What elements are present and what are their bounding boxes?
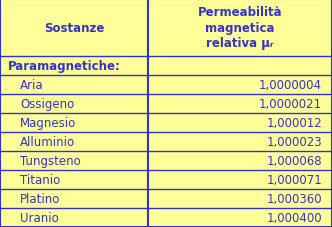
Text: Permeabilità
magnetica
relativa μᵣ: Permeabilità magnetica relativa μᵣ	[198, 7, 282, 50]
Text: 1,000071: 1,000071	[266, 173, 322, 186]
Text: 1,000023: 1,000023	[266, 135, 322, 148]
Text: 1,000400: 1,000400	[266, 211, 322, 224]
Text: 1,000012: 1,000012	[266, 116, 322, 129]
Text: Platino: Platino	[20, 192, 60, 205]
Text: 1,0000004: 1,0000004	[259, 79, 322, 92]
Text: Titanio: Titanio	[20, 173, 60, 186]
Text: 1,000068: 1,000068	[266, 154, 322, 167]
Text: Uranio: Uranio	[20, 211, 59, 224]
Text: Alluminio: Alluminio	[20, 135, 75, 148]
Text: 1,000360: 1,000360	[266, 192, 322, 205]
Text: Ossigeno: Ossigeno	[20, 98, 74, 111]
Text: Sostanze: Sostanze	[44, 22, 104, 35]
Text: Aria: Aria	[20, 79, 43, 92]
Text: Magnesio: Magnesio	[20, 116, 76, 129]
Text: Tungsteno: Tungsteno	[20, 154, 81, 167]
Text: 1,0000021: 1,0000021	[259, 98, 322, 111]
Text: Paramagnetiche:: Paramagnetiche:	[8, 60, 121, 73]
